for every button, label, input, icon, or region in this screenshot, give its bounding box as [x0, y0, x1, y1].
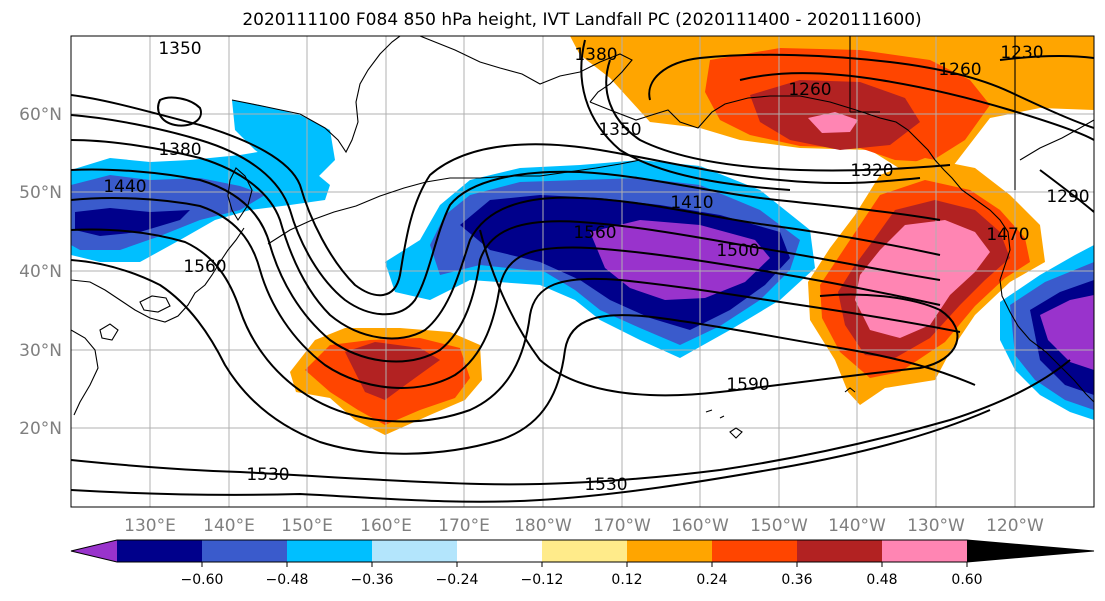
contour-label: 1560	[573, 223, 616, 243]
shade-neg-bering-blue	[232, 100, 335, 180]
colorbar-tick-label: 0.60	[951, 572, 982, 588]
contour-label: 1530	[246, 465, 289, 485]
contour-label: 1530	[584, 475, 627, 495]
shade-neg-pacific-purple	[590, 220, 770, 300]
colorbar-tick-label: −0.12	[521, 572, 564, 588]
shade-pos-subtropic-dark	[345, 342, 440, 400]
contour-label: 1350	[158, 39, 201, 59]
contour-label: 1410	[670, 193, 713, 213]
colorbar-segment	[117, 540, 202, 562]
map-frame	[70, 35, 1095, 508]
colorbar: −0.60 −0.48 −0.36 −0.24 −0.12 0.12 0.24 …	[70, 539, 1095, 588]
colorbar-ticks	[201, 562, 968, 567]
lon-label: 130°E	[124, 516, 176, 536]
shade-pos-bc-pink	[855, 220, 990, 338]
lon-label: 170°E	[438, 516, 490, 536]
lat-label: 40°N	[19, 262, 62, 282]
longitude-labels: 130°E 140°E 150°E 160°E 170°E 180°W 170°…	[124, 516, 1044, 536]
colorbar-extend-high	[967, 540, 1094, 562]
latitude-labels: 60°N 50°N 40°N 30°N 20°N	[19, 105, 62, 439]
contour-label: 1260	[788, 80, 831, 100]
contour-label: 1440	[103, 177, 146, 197]
lat-label: 50°N	[19, 183, 62, 203]
lon-label: 120°W	[986, 516, 1044, 536]
lon-label: 160°E	[360, 516, 412, 536]
contour-label: 1590	[726, 375, 769, 395]
contour-labels: 1350 1380 1440 1560 1350 1380 1410 1560 …	[103, 39, 1089, 495]
colorbar-segment	[882, 540, 967, 562]
lat-label: 20°N	[19, 419, 62, 439]
contour-label: 1230	[1000, 43, 1043, 63]
colorbar-tick-label: −0.48	[266, 572, 309, 588]
lat-label: 30°N	[19, 341, 62, 361]
colorbar-segment	[457, 540, 542, 562]
contour-label: 1380	[158, 140, 201, 160]
lon-label: 140°W	[828, 516, 886, 536]
colorbar-tick-labels: −0.60 −0.48 −0.36 −0.24 −0.12 0.12 0.24 …	[181, 572, 983, 588]
colorbar-segment	[372, 540, 457, 562]
contour-label: 1290	[1046, 187, 1089, 207]
colorbar-outline	[70, 539, 1095, 563]
contour-label: 1320	[850, 161, 893, 181]
colorbar-extend-low	[71, 540, 117, 562]
colorbar-tick-label: 0.24	[696, 572, 727, 588]
colorbar-segment	[287, 540, 372, 562]
colorbar-segment	[712, 540, 797, 562]
coastlines	[71, 36, 1094, 439]
contour-label: 1560	[183, 257, 226, 277]
colorbar-tick-label: −0.60	[181, 572, 224, 588]
colorbar-tick-label: −0.24	[436, 572, 479, 588]
shade-neg-california-purple	[1040, 295, 1094, 370]
shade-pos-alaska-pink	[808, 112, 858, 133]
colorbar-segment	[627, 540, 712, 562]
contour-label: 1500	[716, 241, 759, 261]
lon-label: 150°W	[750, 516, 808, 536]
colorbar-tick-label: 0.12	[611, 572, 642, 588]
lon-label: 140°E	[203, 516, 255, 536]
contour-label: 1470	[986, 225, 1029, 245]
lon-label: 160°W	[671, 516, 729, 536]
lon-label: 180°W	[514, 516, 572, 536]
contour-label: 1260	[938, 60, 981, 80]
map-title: 2020111100 F084 850 hPa height, IVT Land…	[242, 10, 921, 30]
colorbar-tick-label: −0.36	[351, 572, 394, 588]
contour-label: 1380	[574, 45, 617, 65]
lat-label: 60°N	[19, 105, 62, 125]
colorbar-tick-label: 0.36	[781, 572, 812, 588]
map-panel: 1350 1380 1440 1560 1350 1380 1410 1560 …	[70, 35, 1095, 508]
colorbar-segment	[202, 540, 287, 562]
contour-label: 1350	[598, 120, 641, 140]
colorbar-segment	[542, 540, 627, 562]
height-contours	[71, 39, 1094, 503]
lon-label: 150°E	[281, 516, 333, 536]
lon-label: 170°W	[593, 516, 651, 536]
lon-label: 130°W	[907, 516, 965, 536]
shading-layer	[71, 36, 1094, 435]
colorbar-tick-label: 0.48	[866, 572, 897, 588]
colorbar-segment	[797, 540, 882, 562]
